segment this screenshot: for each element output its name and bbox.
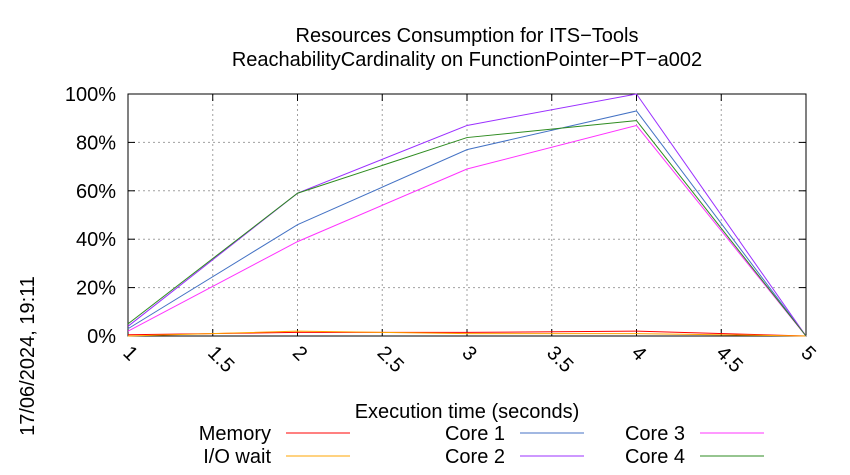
x-tick-label: 2 [288,342,311,365]
legend-label-core-4: Core 4 [625,446,685,468]
series-line-core-1 [127,110,807,337]
y-tick-label: 0% [87,326,116,348]
legend-label-core-1: Core 1 [445,423,505,445]
legend-label-core-3: Core 3 [625,423,685,445]
y-tick-label: 80% [76,132,116,154]
x-tick-label: 3.5 [542,342,577,377]
x-tick-label: 3 [457,342,480,365]
series-line-core-3 [127,124,807,337]
x-tick-labels: 1 1.5 2 2.5 3 3.5 4 4.5 5 [118,342,819,377]
x-tick-label: 1.5 [203,342,238,377]
y-tick-label: 20% [76,278,116,300]
series-lines [127,93,807,337]
y-tick-label: 40% [76,229,116,251]
timestamp: 17/06/2024, 19:11 [17,276,39,436]
chart-title: Resources Consumption for ITS−Tools [296,25,639,47]
series-line-core-2 [127,93,807,337]
legend-label-core-2: Core 2 [445,446,505,468]
y-tick-labels: 0% 20% 40% 60% 80% 100% [65,84,116,348]
legend-label-i-o-wait: I/O wait [203,446,271,468]
x-tick-label: 5 [796,342,819,365]
series-line-i-o-wait [127,330,807,337]
y-tick-label: 100% [65,84,116,106]
x-tick-label: 2.5 [373,342,408,377]
x-tick-label: 4.5 [712,342,747,377]
chart-subtitle: ReachabilityCardinality on FunctionPoint… [232,49,702,71]
x-tick-label: 1 [118,342,141,365]
x-tick-label: 4 [627,342,650,365]
y-tick-label: 60% [76,181,116,203]
gridlines [127,93,807,337]
plot-frame [127,93,807,337]
series-line-core-4 [127,120,807,337]
x-axis-label: Execution time (seconds) [355,401,580,423]
legend-label-memory: Memory [199,423,271,445]
